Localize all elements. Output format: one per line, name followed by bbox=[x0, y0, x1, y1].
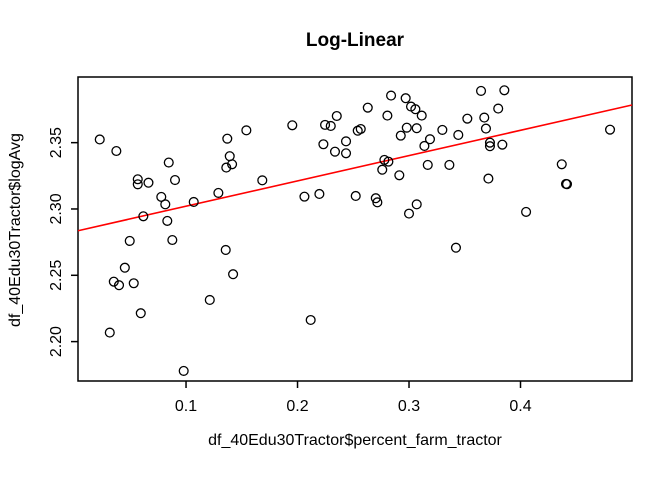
data-point bbox=[401, 122, 412, 133]
y-tick-label: 2.25 bbox=[48, 260, 65, 291]
data-point bbox=[228, 269, 239, 280]
data-point bbox=[128, 278, 139, 289]
data-point bbox=[227, 159, 238, 170]
data-point bbox=[124, 235, 135, 246]
data-point bbox=[111, 145, 122, 157]
data-point bbox=[257, 175, 268, 186]
data-point bbox=[188, 196, 199, 207]
data-point bbox=[119, 262, 130, 273]
data-point bbox=[178, 365, 189, 376]
data-point bbox=[320, 119, 331, 130]
data-point bbox=[411, 199, 422, 210]
data-point bbox=[422, 159, 433, 170]
x-tick-label: 0.4 bbox=[509, 398, 531, 415]
data-point bbox=[521, 206, 532, 217]
data-point bbox=[604, 124, 616, 135]
plot-box bbox=[77, 76, 633, 382]
data-point bbox=[480, 123, 491, 134]
data-point bbox=[329, 146, 341, 157]
data-point bbox=[400, 93, 411, 104]
data-point bbox=[340, 136, 352, 147]
data-point bbox=[135, 308, 146, 319]
data-point bbox=[355, 123, 366, 135]
chart-title: Log-Linear bbox=[305, 30, 405, 51]
data-point bbox=[493, 103, 504, 114]
data-point bbox=[221, 162, 232, 173]
y-axis-title: df_40Edu30Tractor$logAvg bbox=[7, 133, 24, 327]
x-tick-label: 0.2 bbox=[286, 398, 308, 415]
data-point bbox=[287, 120, 298, 131]
data-point bbox=[318, 139, 329, 150]
data-point bbox=[204, 294, 215, 306]
data-point bbox=[453, 129, 464, 141]
data-point bbox=[424, 134, 436, 145]
data-point bbox=[475, 85, 487, 96]
data-point bbox=[450, 242, 462, 253]
data-point bbox=[213, 187, 224, 198]
data-point bbox=[331, 110, 342, 122]
data-point bbox=[410, 104, 421, 115]
data-point bbox=[395, 130, 406, 141]
data-point bbox=[383, 156, 394, 167]
data-point bbox=[132, 174, 143, 185]
data-point bbox=[362, 102, 373, 113]
x-tick-label: 0.1 bbox=[175, 398, 197, 415]
data-point bbox=[499, 85, 510, 96]
y-tick-label: 2.30 bbox=[48, 193, 65, 224]
data-point bbox=[132, 179, 143, 190]
data-point bbox=[299, 191, 310, 202]
data-point bbox=[104, 327, 115, 338]
data-point bbox=[138, 211, 149, 222]
data-point bbox=[419, 140, 430, 152]
data-point bbox=[113, 280, 125, 291]
data-point bbox=[169, 175, 181, 186]
x-axis-title: df_40Edu30Tractor$percent_farm_tractor bbox=[208, 432, 502, 449]
x-tick-label: 0.3 bbox=[398, 398, 420, 415]
data-point bbox=[479, 112, 490, 123]
data-point bbox=[377, 164, 388, 175]
data-point bbox=[222, 133, 233, 144]
data-point bbox=[314, 188, 325, 200]
data-point bbox=[143, 177, 154, 188]
data-point bbox=[497, 139, 508, 150]
y-tick-label: 2.20 bbox=[48, 326, 65, 357]
data-point bbox=[444, 159, 455, 170]
data-point bbox=[160, 199, 171, 210]
data-point bbox=[108, 276, 119, 287]
data-point bbox=[484, 137, 496, 148]
data-point bbox=[162, 215, 173, 226]
data-point bbox=[386, 90, 397, 101]
data-point bbox=[167, 234, 178, 246]
data-point bbox=[350, 190, 361, 202]
data-point bbox=[340, 148, 352, 159]
data-point bbox=[484, 141, 496, 152]
data-point bbox=[382, 110, 393, 121]
data-point bbox=[462, 113, 473, 124]
data-point bbox=[372, 197, 383, 208]
data-point bbox=[411, 123, 422, 134]
data-point bbox=[437, 124, 448, 135]
data-point bbox=[325, 120, 336, 131]
data-point bbox=[416, 110, 427, 121]
data-point bbox=[224, 151, 235, 162]
data-point bbox=[556, 159, 567, 170]
y-tick-label: 2.35 bbox=[48, 127, 65, 158]
data-point bbox=[220, 244, 231, 256]
data-point bbox=[305, 314, 316, 326]
data-point bbox=[241, 125, 252, 136]
data-point bbox=[394, 170, 405, 181]
data-point bbox=[163, 157, 174, 168]
regression-line bbox=[77, 104, 633, 232]
data-point bbox=[561, 179, 573, 190]
data-point bbox=[403, 208, 415, 219]
data-point bbox=[483, 173, 494, 184]
data-point bbox=[94, 134, 105, 145]
